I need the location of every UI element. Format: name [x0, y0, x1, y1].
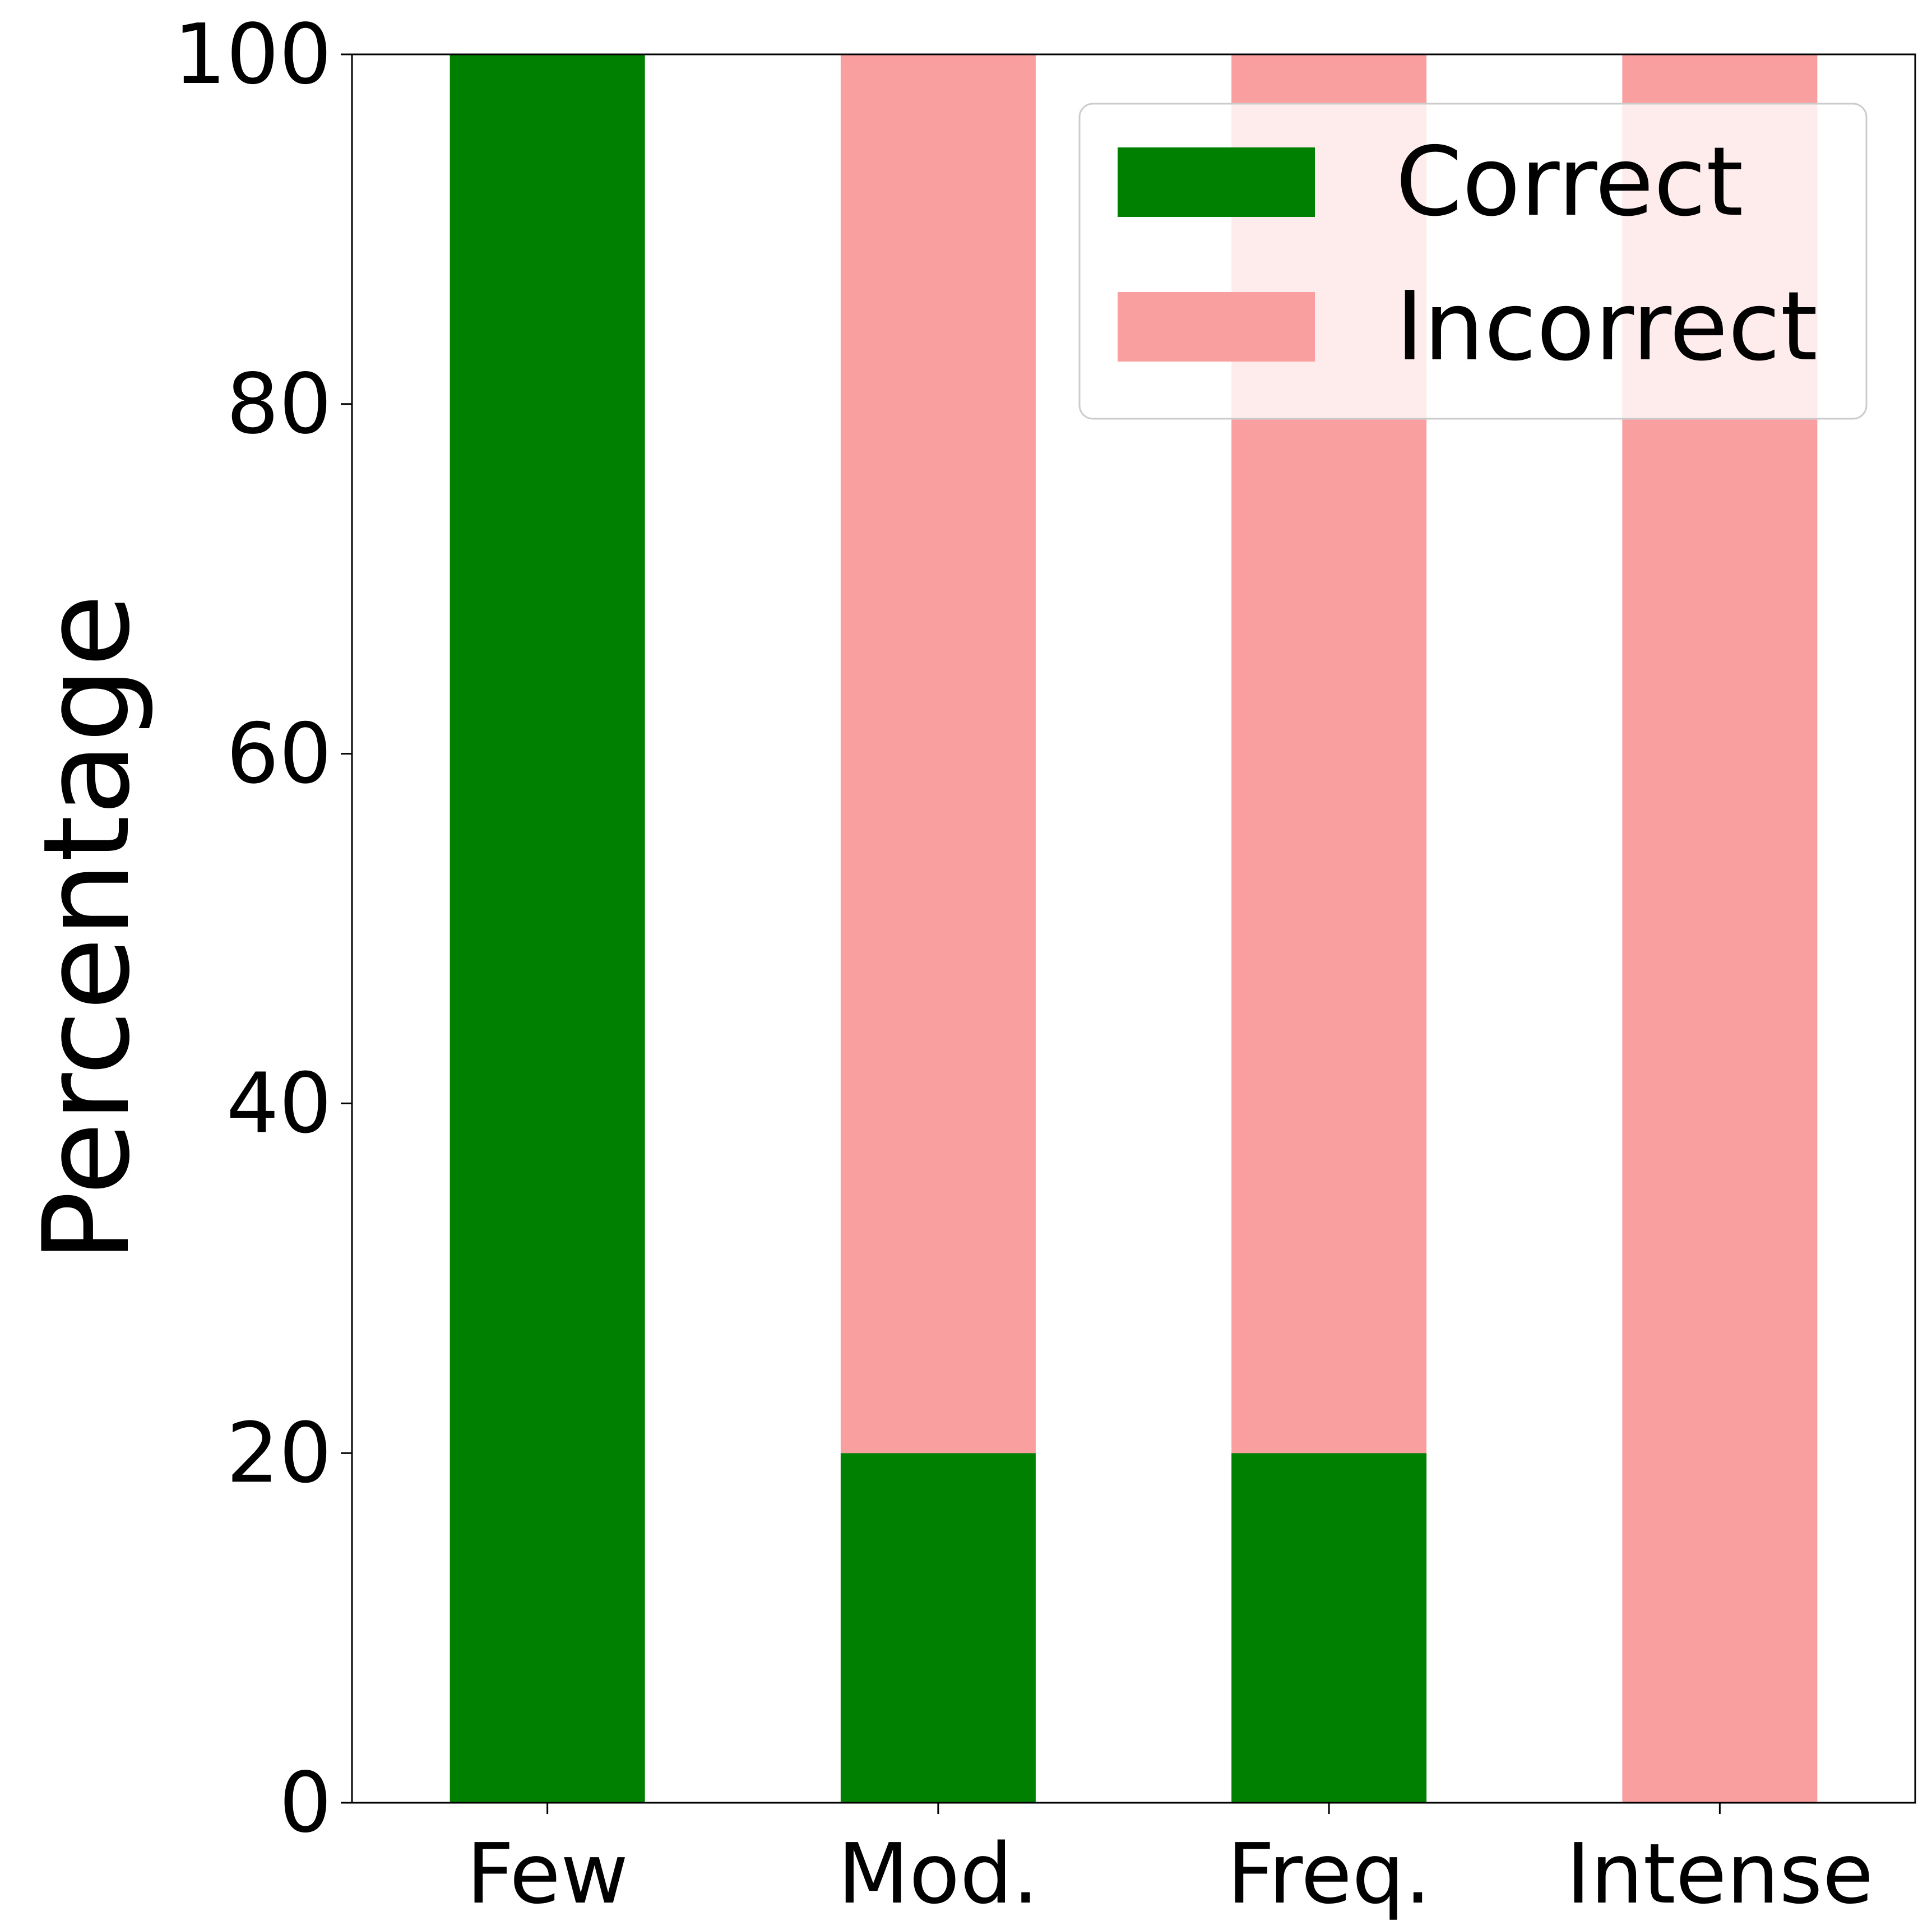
legend: Correct Incorrect: [1078, 103, 1868, 420]
bars-layer: [450, 54, 1818, 1803]
y-tick-label: 60: [226, 706, 332, 802]
legend-label-incorrect: Incorrect: [1396, 271, 1818, 382]
bar-correct-mod: [840, 1453, 1036, 1803]
legend-label-correct: Correct: [1396, 127, 1743, 238]
x-tick-label: Few: [466, 1826, 628, 1922]
y-tick-label: 0: [279, 1755, 332, 1851]
plot-frame: [351, 53, 1916, 1804]
bar-incorrect-mod: [840, 54, 1036, 1454]
x-axis-ticks: Few Mod. Freq. Intense: [466, 1803, 1874, 1922]
bar-correct-freq: [1231, 1453, 1427, 1803]
legend-swatch-incorrect: [1118, 292, 1315, 362]
y-tick-label: 20: [226, 1405, 332, 1501]
y-tick-label: 40: [226, 1055, 332, 1151]
y-axis-ticks: 0 20 40 60 80 100: [174, 6, 352, 1851]
axes-layer: [351, 53, 1916, 1804]
y-tick-label: 80: [226, 356, 332, 452]
x-tick-label: Intense: [1566, 1826, 1874, 1922]
y-tick-label: 100: [174, 6, 332, 103]
x-tick-label: Mod.: [837, 1826, 1039, 1922]
x-tick-label: Freq.: [1227, 1826, 1431, 1922]
bar-correct-few: [450, 54, 645, 1803]
y-axis-title: Percentage: [17, 594, 156, 1263]
legend-swatch-correct: [1118, 147, 1315, 217]
